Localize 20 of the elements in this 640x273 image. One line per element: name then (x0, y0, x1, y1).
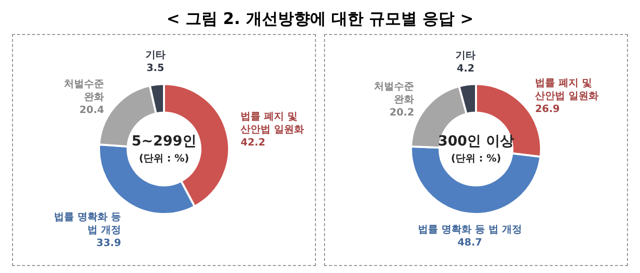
slice-label: 처벌수준 완화 (64, 79, 104, 104)
slice-label: 기타 (145, 50, 166, 62)
slice-label: 법률 폐지 및 산안법 일원화 (240, 111, 304, 136)
data-label: 3.5 (146, 63, 164, 74)
text: (단위 : %) (450, 154, 502, 165)
data-label: 20.2 (390, 107, 414, 118)
data-label: 4.2 (456, 63, 475, 74)
data-label: 48.7 (457, 237, 482, 248)
slice-label: 법률 명확화 등 법 개정 (418, 224, 522, 236)
data-label: 33.9 (96, 238, 122, 249)
slice-label: 기타 (456, 50, 476, 62)
text: (단위 : %) (138, 154, 190, 165)
data-label: 20.4 (79, 105, 104, 116)
data-label: 42.2 (240, 137, 266, 148)
text: 5~299인 (132, 134, 196, 150)
slice-label: 법률 명확화 등 법 개정 (54, 212, 122, 236)
slice-label: 처벌수준 완화 (374, 81, 414, 106)
slice-label: 법률 폐지 및 산안법 일원화 (535, 78, 599, 102)
chart-title: < 그림 2. 개선방향에 대한 규모별 응답 > (165, 8, 474, 30)
data-label: 26.9 (535, 104, 560, 116)
